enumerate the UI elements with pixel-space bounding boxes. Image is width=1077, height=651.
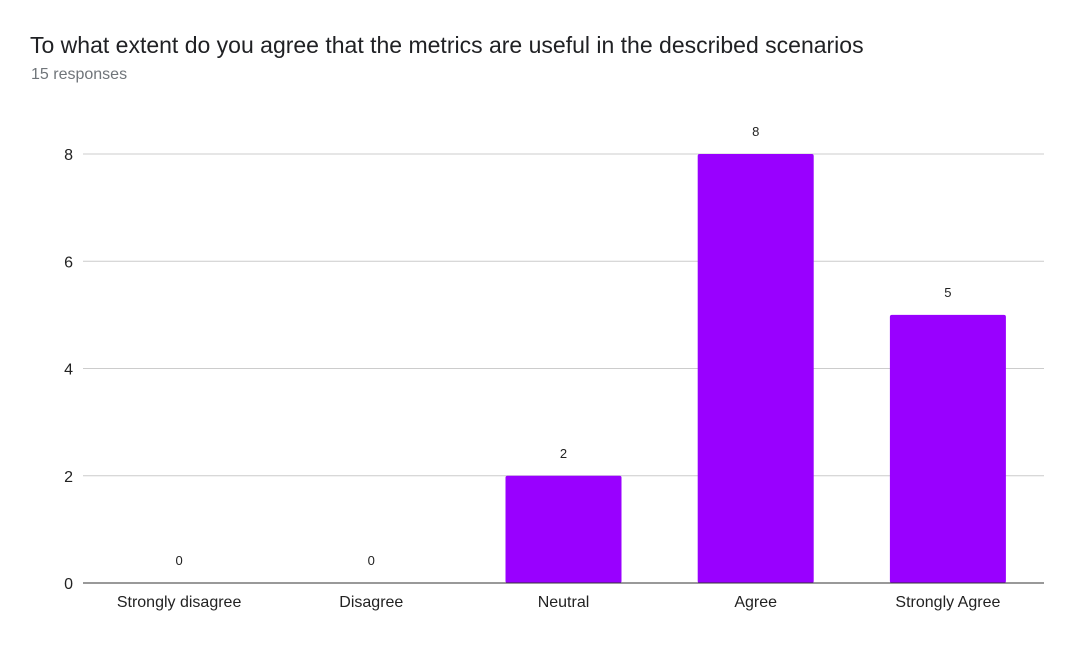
y-tick-label: 6	[64, 254, 73, 271]
bar	[505, 475, 622, 583]
response-count: 15 responses	[31, 66, 128, 83]
y-tick-label: 0	[64, 576, 73, 593]
category-label: Disagree	[339, 594, 403, 611]
data-label: 2	[560, 446, 567, 461]
bar	[889, 314, 1006, 583]
category-label: Strongly disagree	[117, 594, 242, 611]
y-tick-label: 8	[64, 147, 73, 164]
category-label: Neutral	[538, 594, 590, 611]
bar	[697, 154, 814, 583]
bars	[505, 154, 1006, 583]
category-label: Strongly Agree	[895, 594, 1000, 611]
category-label: Agree	[734, 594, 777, 611]
data-labels: 0 0 2 8 5	[175, 124, 951, 568]
data-label: 0	[368, 553, 375, 568]
data-label: 0	[175, 553, 182, 568]
chart-title: To what extent do you agree that the met…	[30, 32, 864, 58]
data-label: 8	[752, 124, 759, 139]
y-tick-label: 4	[64, 362, 73, 379]
y-tick-label: 2	[64, 469, 73, 486]
data-label: 5	[944, 285, 951, 300]
x-axis-labels: Strongly disagree Disagree Neutral Agree Str…	[117, 594, 1001, 611]
y-axis-ticks: 0 2 4 6 8	[64, 147, 73, 593]
